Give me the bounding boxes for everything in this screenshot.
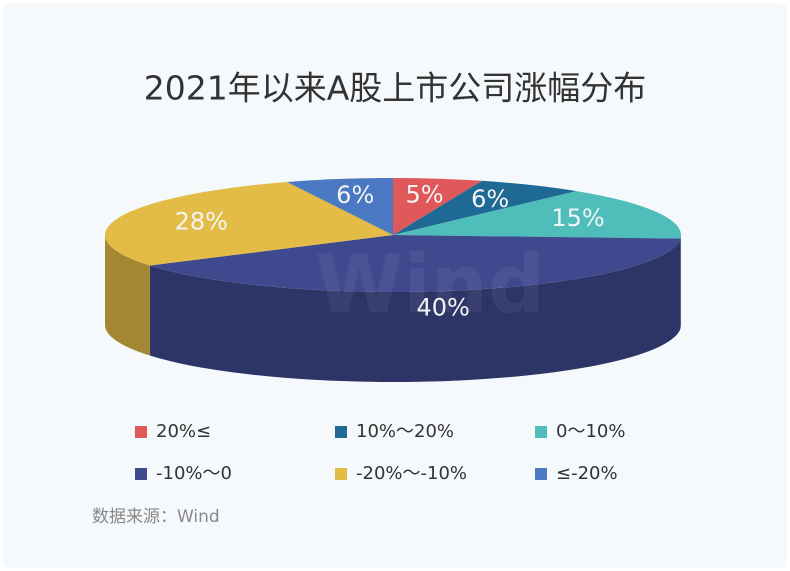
legend-swatch [335,426,347,438]
legend-label: 0～10% [556,421,625,442]
legend-label: 10%～20% [356,421,454,442]
legend-label: 20%≤ [156,421,211,442]
slice-side [105,235,150,356]
legend: 20%≤ 10%～20% 0～10% -10%～0 -20%～-10% ≤-20% [135,421,625,484]
data-label: 28% [175,208,228,236]
pie: 5% 6% 15% 40% 28% 6% [105,178,681,382]
legend-swatch [535,468,547,480]
slice [393,191,681,239]
legend-swatch [135,468,147,480]
legend-label: ≤-20% [556,463,618,484]
slice [149,235,681,292]
legend-swatch [335,468,347,480]
slice [105,182,394,266]
legend-label: -20%～-10% [356,463,467,484]
watermark: Wind [315,238,545,331]
slice [393,178,482,235]
legend-swatch [535,426,547,438]
data-label: 6% [471,185,509,213]
source: 数据来源：Wind [92,507,220,527]
data-label: 5% [405,181,443,209]
slice-side [680,235,681,329]
legend-label: -10%～0 [156,463,232,484]
data-label: 6% [336,181,374,209]
legend-swatch [135,426,147,438]
slice [286,178,393,235]
chart-title: 2021年以来A股上市公司涨幅分布 [144,69,647,108]
slice [393,180,577,235]
data-label: 15% [551,204,604,232]
data-label: 40% [416,294,469,322]
slice-side [149,238,681,382]
